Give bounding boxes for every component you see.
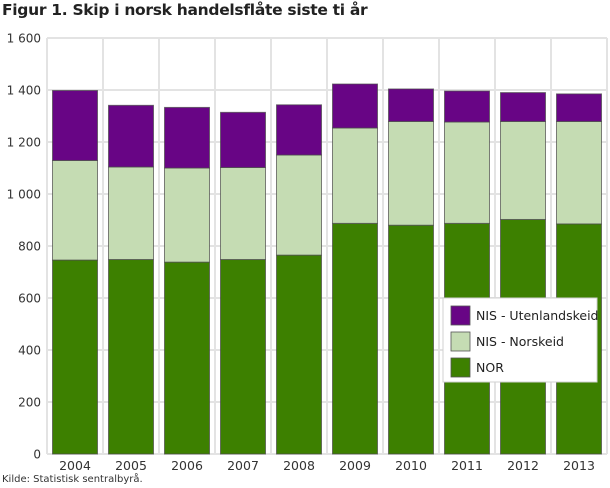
y-tick-label: 1 400 bbox=[7, 84, 41, 98]
bar-nis-norskeid-2011 bbox=[444, 121, 490, 224]
bar-nor-2004 bbox=[52, 259, 98, 455]
bar-nis-norskeid-2008 bbox=[276, 154, 322, 256]
x-tick-label: 2012 bbox=[507, 458, 539, 473]
bar-nor-2010 bbox=[388, 224, 434, 455]
y-tick-label: 200 bbox=[18, 396, 41, 410]
bar-nis-norskeid-2012 bbox=[500, 120, 546, 220]
bar-nis-norskeid-2006 bbox=[164, 167, 210, 263]
legend-label: NIS - Norskeid bbox=[476, 334, 564, 349]
bar-nis-utenlandskeid-2011 bbox=[444, 90, 490, 123]
x-tick-label: 2013 bbox=[563, 458, 595, 473]
legend-label: NOR bbox=[476, 360, 504, 375]
y-tick-label: 0 bbox=[33, 448, 41, 462]
x-tick-label: 2011 bbox=[451, 458, 483, 473]
y-tick-label: 600 bbox=[18, 292, 41, 306]
y-tick-label: 1 600 bbox=[7, 32, 41, 46]
bar-nis-utenlandskeid-2012 bbox=[500, 92, 546, 122]
bar-nis-norskeid-2009 bbox=[332, 127, 378, 224]
bar-nis-utenlandskeid-2006 bbox=[164, 106, 210, 169]
legend-swatch bbox=[450, 331, 471, 352]
bar-nis-utenlandskeid-2007 bbox=[220, 111, 266, 168]
y-axis: 0 200 400 600 800 1 000 1 200 1 400 1 600 bbox=[7, 32, 41, 462]
bar-nor-2008 bbox=[276, 254, 322, 455]
bar-nis-utenlandskeid-2004 bbox=[52, 90, 98, 161]
bar-nor-2009 bbox=[332, 222, 378, 455]
bar-nis-utenlandskeid-2009 bbox=[332, 83, 378, 129]
bar-nor-2006 bbox=[164, 261, 210, 455]
bar-nis-norskeid-2004 bbox=[52, 159, 98, 261]
bar-nis-utenlandskeid-2005 bbox=[108, 104, 154, 168]
bar-nis-utenlandskeid-2008 bbox=[276, 104, 322, 156]
bar-nor-2005 bbox=[108, 259, 154, 455]
x-axis: 2004 2005 2006 2007 2008 2009 2010 2011 2012 2013 bbox=[59, 458, 595, 473]
legend-swatch bbox=[450, 305, 471, 326]
y-tick-label: 1 000 bbox=[7, 188, 41, 202]
x-tick-label: 2009 bbox=[339, 458, 371, 473]
bar-nis-norskeid-2013 bbox=[556, 120, 602, 225]
legend: NIS - Utenlandskeid NIS - Norskeid NOR bbox=[442, 297, 599, 383]
y-tick-label: 400 bbox=[18, 344, 41, 358]
x-tick-label: 2010 bbox=[395, 458, 427, 473]
bars bbox=[52, 83, 602, 455]
bar-nis-norskeid-2005 bbox=[108, 166, 154, 261]
x-tick-label: 2005 bbox=[115, 458, 147, 473]
bar-nis-utenlandskeid-2010 bbox=[388, 88, 434, 122]
x-tick-label: 2006 bbox=[171, 458, 203, 473]
chart-title: Figur 1. Skip i norsk handelsflåte siste… bbox=[2, 1, 368, 19]
legend-label: NIS - Utenlandskeid bbox=[476, 308, 599, 323]
y-tick-label: 800 bbox=[18, 240, 41, 254]
x-tick-label: 2008 bbox=[283, 458, 315, 473]
x-tick-label: 2007 bbox=[227, 458, 259, 473]
y-tick-label: 1 200 bbox=[7, 136, 41, 150]
legend-swatch bbox=[450, 357, 471, 378]
bar-nor-2007 bbox=[220, 259, 266, 455]
source-note: Kilde: Statistisk sentralbyrå. bbox=[2, 474, 143, 485]
bar-nis-norskeid-2010 bbox=[388, 120, 434, 226]
bar-nis-norskeid-2007 bbox=[220, 166, 266, 261]
bar-nis-utenlandskeid-2013 bbox=[556, 93, 602, 122]
x-tick-label: 2004 bbox=[59, 458, 91, 473]
